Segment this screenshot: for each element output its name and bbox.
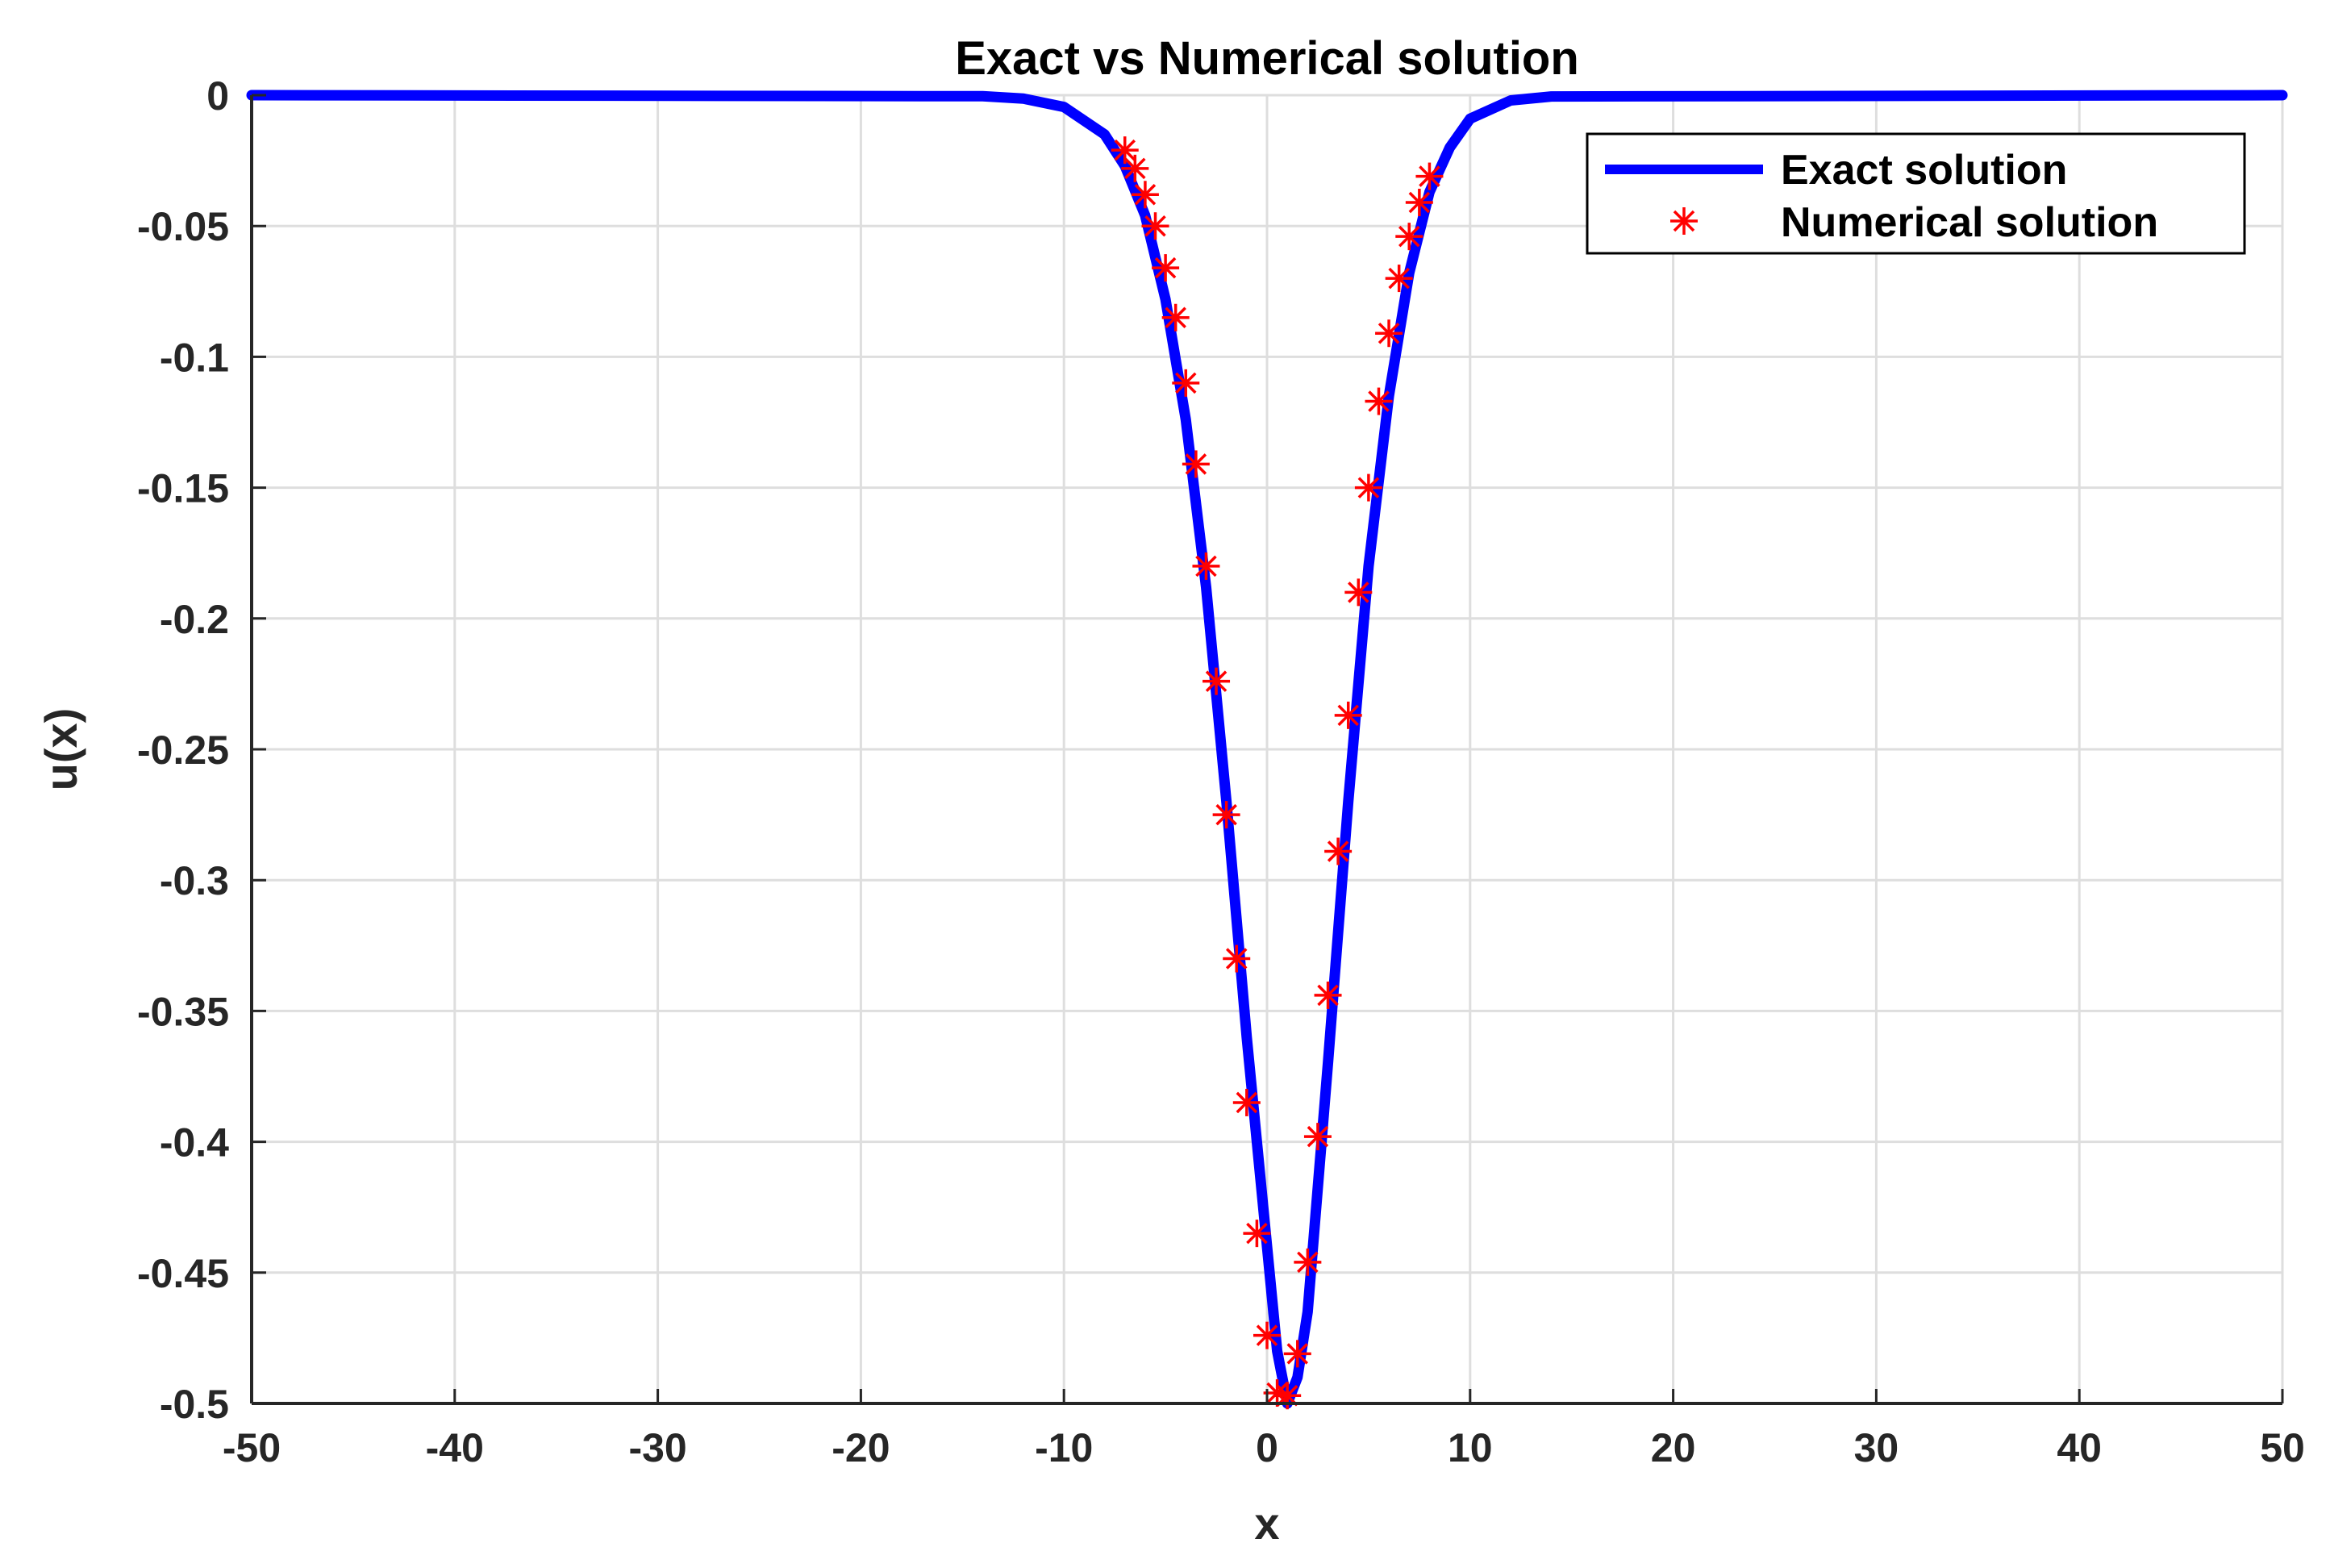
- numerical-solution-point: [1141, 212, 1169, 240]
- numerical-solution-point: [1314, 981, 1342, 1009]
- y-axis-title: u(x): [35, 708, 86, 791]
- y-tick-label: 0: [206, 73, 229, 119]
- legend-label-numerical: Numerical solution: [1781, 199, 2158, 246]
- y-tick-label: -0.15: [137, 466, 229, 511]
- numerical-solution-point: [1131, 181, 1159, 209]
- numerical-solution-point: [1232, 1088, 1261, 1116]
- x-tick-label: -40: [426, 1425, 484, 1470]
- chart-title: Exact vs Numerical solution: [955, 32, 1579, 85]
- y-tick-label: -0.5: [160, 1382, 229, 1427]
- numerical-solution-point: [1223, 945, 1251, 973]
- y-tick-label: -0.45: [137, 1251, 229, 1296]
- y-tick-label: -0.1: [160, 335, 229, 380]
- legend-box: [1586, 132, 2246, 255]
- numerical-solution-point: [1172, 369, 1200, 397]
- x-tick-label: -20: [832, 1425, 890, 1470]
- y-tick-label: -0.25: [137, 728, 229, 773]
- x-tick-label: 50: [2260, 1425, 2305, 1470]
- numerical-solution-point: [1192, 552, 1220, 580]
- numerical-solution-point: [1395, 223, 1423, 251]
- numerical-solution-point: [1415, 162, 1444, 190]
- legend-asterisk-icon: [1670, 207, 1698, 235]
- numerical-solution-point: [1182, 450, 1210, 478]
- numerical-solution-point: [1212, 801, 1240, 829]
- numerical-solution-point: [1303, 1123, 1332, 1151]
- y-tick-label: -0.05: [137, 204, 229, 249]
- x-tick-label: 40: [2057, 1425, 2102, 1470]
- y-tick-label: -0.3: [160, 858, 229, 903]
- numerical-solution-point: [1152, 254, 1180, 282]
- legend-marker-swatch: [1670, 207, 1698, 235]
- numerical-solution-point: [1334, 701, 1362, 729]
- x-tick-label: 30: [1854, 1425, 1899, 1470]
- y-tick-label: -0.4: [160, 1120, 229, 1166]
- x-tick-label: -10: [1035, 1425, 1093, 1470]
- y-tick-label: -0.35: [137, 989, 229, 1034]
- x-tick-label: 0: [1256, 1425, 1278, 1470]
- numerical-solution-point: [1121, 154, 1149, 182]
- numerical-solution-point: [1344, 578, 1373, 607]
- x-tick-label: 20: [1651, 1425, 1696, 1470]
- axes: [250, 94, 2284, 1405]
- y-tick-label: -0.2: [160, 597, 229, 642]
- numerical-solution-point: [1365, 387, 1393, 415]
- numerical-solution-point: [1405, 189, 1433, 217]
- numerical-solution-point: [1324, 837, 1353, 865]
- numerical-solution-point: [1253, 1321, 1281, 1349]
- numerical-solution-point: [1354, 473, 1382, 502]
- numerical-solution-point: [1385, 265, 1413, 293]
- x-tick-label: -50: [223, 1425, 281, 1470]
- numerical-solution-point: [1161, 303, 1190, 332]
- legend: Exact solution Numerical solution: [1586, 132, 2246, 255]
- x-tick-label: -30: [628, 1425, 686, 1470]
- numerical-solution-point: [1294, 1248, 1322, 1276]
- plot-area: [246, 90, 2288, 1410]
- numerical-solution-point: [1375, 319, 1403, 348]
- legend-label-exact: Exact solution: [1781, 147, 2067, 194]
- tick-labels: -50 -40 -30 -20 -10 0 10 20 30 40 50 0 -0.05 -0.1 -0.1…: [137, 73, 2305, 1470]
- numerical-solution-point: [1283, 1340, 1311, 1368]
- numerical-solution-point: [1273, 1382, 1302, 1410]
- x-axis-title: x: [1254, 1498, 1279, 1549]
- numerical-solution-point: [1203, 667, 1231, 695]
- x-tick-label: 10: [1448, 1425, 1493, 1470]
- numerical-solution-point: [1243, 1220, 1271, 1248]
